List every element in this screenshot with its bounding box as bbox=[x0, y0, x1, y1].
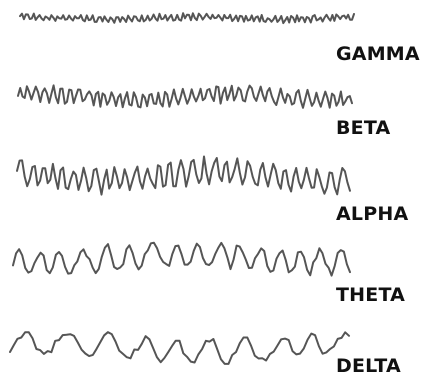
delta-label: DELTA bbox=[336, 355, 401, 377]
theta-label: THETA bbox=[336, 284, 406, 306]
gamma-waveform bbox=[19, 12, 355, 25]
alpha-waveform bbox=[16, 155, 351, 196]
beta-waveform bbox=[17, 84, 353, 109]
gamma-label: GAMMA bbox=[336, 43, 420, 65]
beta-label: BETA bbox=[336, 117, 391, 139]
theta-waveform bbox=[12, 241, 351, 277]
delta-waveform bbox=[9, 331, 350, 365]
alpha-label: ALPHA bbox=[336, 203, 409, 225]
